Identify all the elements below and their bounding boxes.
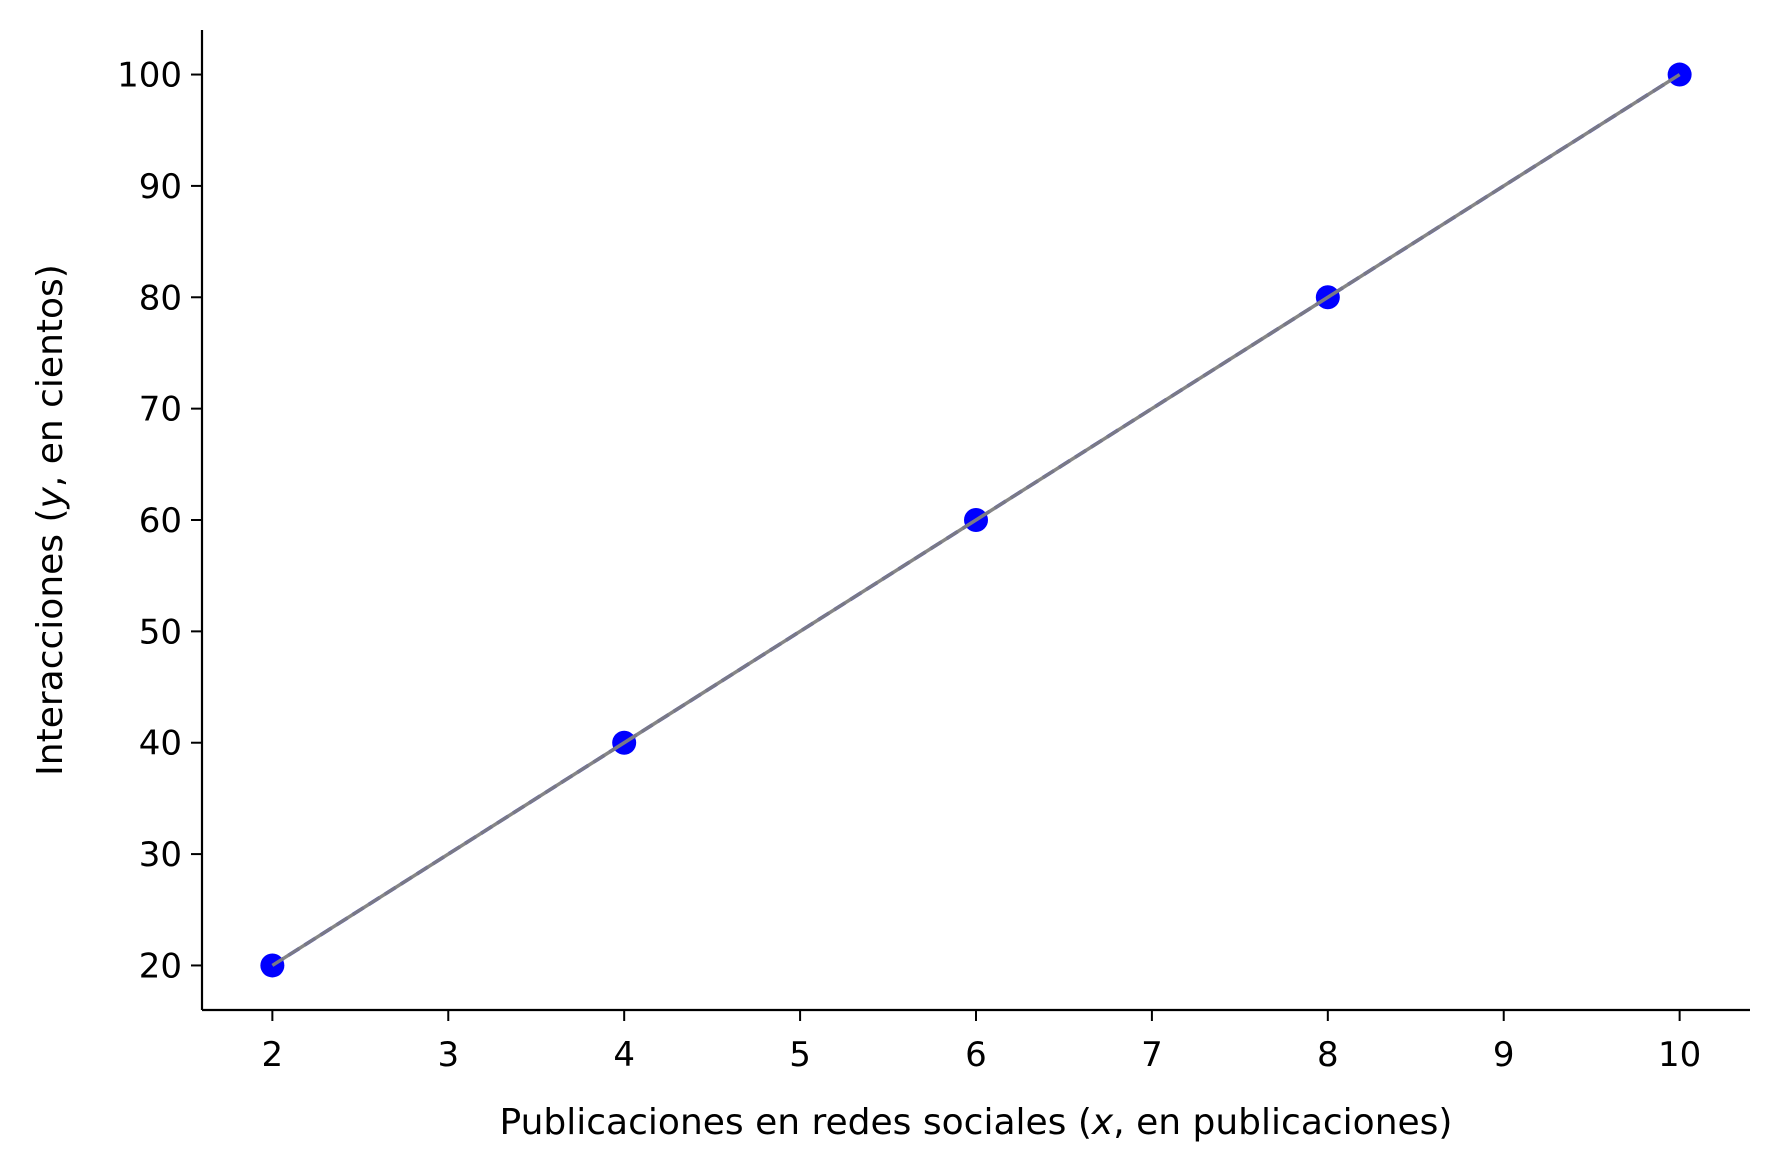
x-axis-title-before: Publicaciones en redes sociales ( [500,1102,1092,1143]
x-tick-label: 2 [262,1035,284,1075]
y-axis-title-after: , en cientos) [30,264,71,487]
x-ticks: 2 3 4 5 6 7 8 9 10 [262,1010,1701,1075]
y-axis-title-var: y [30,486,71,509]
y-ticks: 20 30 40 50 60 70 80 90 100 [117,56,202,986]
gray-fit-line [271,73,1681,967]
x-tick-label: 6 [965,1035,987,1075]
x-tick-label: 9 [1493,1035,1515,1075]
y-tick-label: 90 [139,167,182,207]
y-tick-label: 100 [117,56,182,96]
y-tick-label: 60 [139,501,182,541]
x-tick-label: 5 [789,1035,811,1075]
x-tick-label: 4 [613,1035,635,1075]
x-tick-label: 10 [1658,1035,1701,1075]
y-axis-title-before: Interacciones ( [30,508,71,775]
y-tick-label: 40 [139,724,182,764]
y-tick-label: 50 [139,612,182,652]
y-tick-label: 80 [139,278,182,318]
x-axis-title-after: , en publicaciones) [1113,1102,1452,1143]
x-tick-label: 8 [1317,1035,1339,1075]
x-tick-label: 7 [1141,1035,1163,1075]
y-axis-title: Interacciones (y, en cientos) [30,264,71,776]
y-tick-label: 70 [139,390,182,430]
y-tick-label: 30 [139,835,182,875]
x-axis-title-var: x [1091,1102,1114,1143]
x-tick-label: 3 [437,1035,459,1075]
plot-area [260,62,1692,978]
x-axis-title: Publicaciones en redes sociales (x, en p… [500,1102,1453,1143]
y-tick-label: 20 [139,946,182,986]
